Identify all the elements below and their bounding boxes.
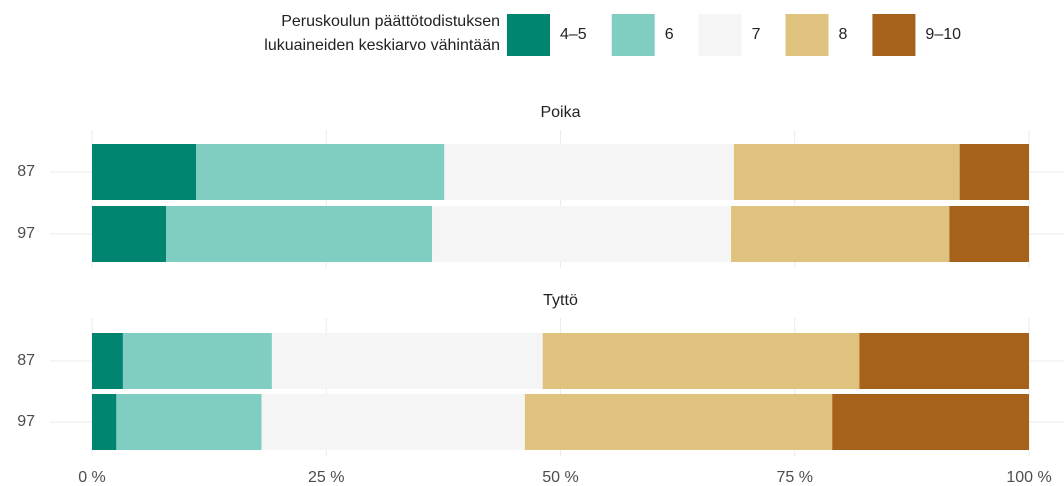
legend-label: 4–5 [560,26,587,43]
bar-segment [271,333,543,389]
bar-segment [92,333,123,389]
legend-label: 8 [839,26,848,43]
legend-label: 7 [752,26,761,43]
legend-title: lukuaineiden keskiarvo vähintään [264,37,500,54]
legend-swatch [872,14,916,56]
bar-segment [116,394,262,450]
bar-segment [92,206,167,262]
legend-label: 9–10 [925,26,961,43]
y-tick-label: 97 [17,413,35,430]
x-tick-label: 0 % [78,469,106,486]
bar-segment [859,333,1029,389]
bar-segment [92,144,197,200]
legend-swatch [698,14,742,56]
y-tick-label: 87 [17,163,35,180]
bar-segment [261,394,525,450]
legend-swatch [611,14,655,56]
legend-swatch [785,14,829,56]
facet-title: Tyttö [543,292,578,309]
bar-segment [196,144,445,200]
legend-label: 6 [665,26,674,43]
bar-segment [542,333,860,389]
x-tick-label: 50 % [542,469,578,486]
bar-segment [444,144,734,200]
bar-segment [92,394,117,450]
bar-segment [731,206,950,262]
bar-segment [733,144,960,200]
bar-segment [949,206,1029,262]
legend-swatch [507,14,550,56]
x-tick-label: 25 % [308,469,344,486]
bar-segment [524,394,833,450]
bar-segment [832,394,1029,450]
legend-title: Peruskoulun päättötodistuksen [281,13,500,30]
bar-segment [959,144,1029,200]
bar-segment [166,206,433,262]
bar-segment [122,333,272,389]
x-tick-label: 100 % [1006,469,1051,486]
facet-title: Poika [540,104,580,121]
bar-segment [432,206,732,262]
y-tick-label: 87 [17,352,35,369]
y-tick-label: 97 [17,225,35,242]
x-tick-label: 75 % [777,469,813,486]
